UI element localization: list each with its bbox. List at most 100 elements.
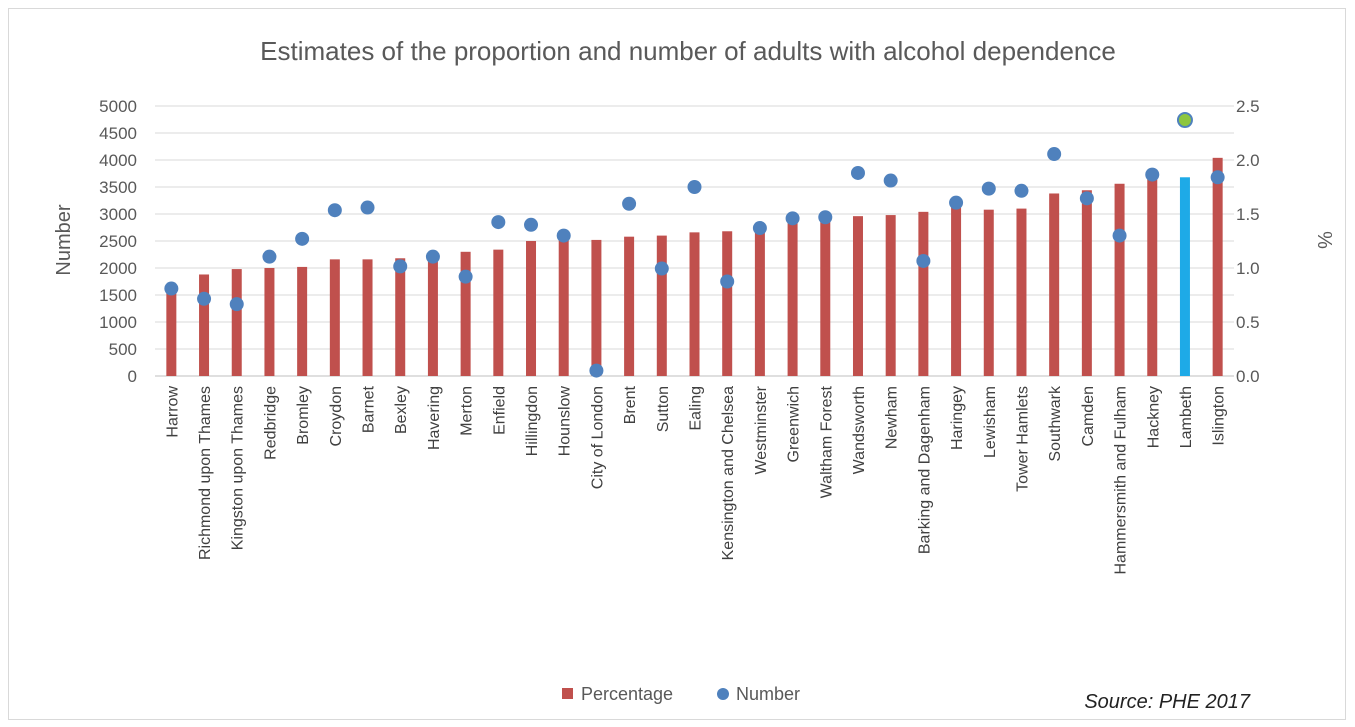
bar-percentage [362,259,373,376]
point-number [1145,167,1160,182]
legend-swatch-percentage [562,688,573,699]
x-category-label: City of London [589,386,606,489]
x-category-label: Barking and Dagenham [916,386,933,554]
point-number [425,249,440,264]
x-category-label: Islington [1211,386,1228,446]
x-category-label: Greenwich [786,386,803,462]
x-category-label: Harrow [164,386,181,438]
right-axis-ticks: 0.0 0.5 1.0 1.5 2.0 2.5 [1236,97,1260,386]
point-number [1079,191,1094,206]
x-category-label: Hammersmith and Fulham [1113,386,1130,575]
x-category-label: Croydon [328,386,345,446]
bar-percentage [754,228,765,376]
bar-percentage [656,235,667,376]
point-series [164,112,1225,378]
y2-tick-label: 1.5 [1236,205,1260,224]
bar-percentage [329,259,340,376]
y2-tick-label: 1.0 [1236,259,1260,278]
point-number [458,269,473,284]
bar-percentage [297,266,308,376]
point-number [687,180,702,194]
point-number [262,249,277,264]
legend-label-number: Number [736,684,800,704]
y-tick-label: 3000 [99,205,137,224]
point-number [1047,147,1062,162]
bar-percentage [166,290,177,376]
y-tick-label: 500 [109,340,137,359]
bar-percentage [526,241,537,376]
bar-percentage [787,219,798,376]
x-category-label: Tower Hamlets [1014,386,1031,492]
x-category-label: Kingston upon Thames [230,386,247,550]
x-category-label: Southwark [1047,385,1064,462]
point-number [1210,170,1225,185]
point-number [720,274,735,289]
point-number [1014,183,1029,198]
point-number [197,291,212,306]
point-number [524,217,539,232]
x-category-label: Haringey [949,386,966,450]
x-category-label: Hillingdon [524,386,541,456]
x-category-label: Lewisham [982,386,999,458]
x-category-label: Lambeth [1178,386,1195,448]
y2-axis-title: % [1313,231,1335,249]
x-category-label: Bexley [393,386,410,434]
x-category-label: Westminster [753,385,770,474]
x-category-label: Hackney [1145,386,1162,448]
point-number [589,363,604,378]
point-number [1176,112,1193,129]
point-number [622,196,637,211]
bar-percentage [885,215,896,376]
point-number [916,253,931,268]
x-category-label: Wandsworth [851,386,868,474]
bar-percentage [624,236,635,376]
point-number [164,281,179,296]
x-category-label: Waltham Forest [818,385,835,498]
bar-percentage [1016,208,1027,376]
bar-series [166,157,1223,376]
bar-percentage [918,211,929,376]
chart-title: Estimates of the proportion and number o… [260,36,1116,66]
bar-percentage [1114,183,1125,376]
point-number [295,231,310,246]
y-tick-label: 1000 [99,313,137,332]
y-tick-label: 4000 [99,151,137,170]
point-number [883,173,898,188]
y2-tick-label: 2.0 [1236,151,1260,170]
y2-tick-label: 2.5 [1236,97,1260,116]
bar-percentage [852,216,863,376]
bar-percentage [395,258,406,376]
y2-tick-label: 0.0 [1236,367,1260,386]
x-category-label: Ealing [688,386,705,430]
point-number [949,195,964,210]
y-tick-label: 0 [128,367,137,386]
source-note: Source: PHE 2017 [1084,691,1251,713]
y-tick-label: 3500 [99,178,137,197]
point-number [360,200,375,215]
point-number [229,297,244,312]
legend: Percentage Number [562,684,800,704]
x-category-label: Kensington and Chelsea [720,386,737,560]
point-number [327,203,342,218]
x-category-label: Barnet [361,385,378,433]
y-axis-title: Number [53,204,75,275]
category-labels: Harrow Richmond upon Thames Kingston upon … [164,385,1227,575]
x-category-label: Redbridge [262,386,279,460]
point-number [850,165,865,180]
x-category-label: Merton [459,386,476,436]
legend-label-percentage: Percentage [581,684,673,704]
point-number [556,228,571,243]
bar-percentage [722,231,733,376]
point-number [654,261,669,276]
point-number [1112,228,1127,243]
x-category-label: Newham [884,386,901,449]
bar-percentage [558,239,569,376]
y-tick-label: 4500 [99,124,137,143]
bar-percentage [983,209,994,376]
bar-percentage [460,251,471,376]
point-number [785,211,800,226]
x-category-label: Richmond upon Thames [197,386,214,560]
bar-percentage [1081,190,1092,376]
x-category-label: Havering [426,386,443,450]
